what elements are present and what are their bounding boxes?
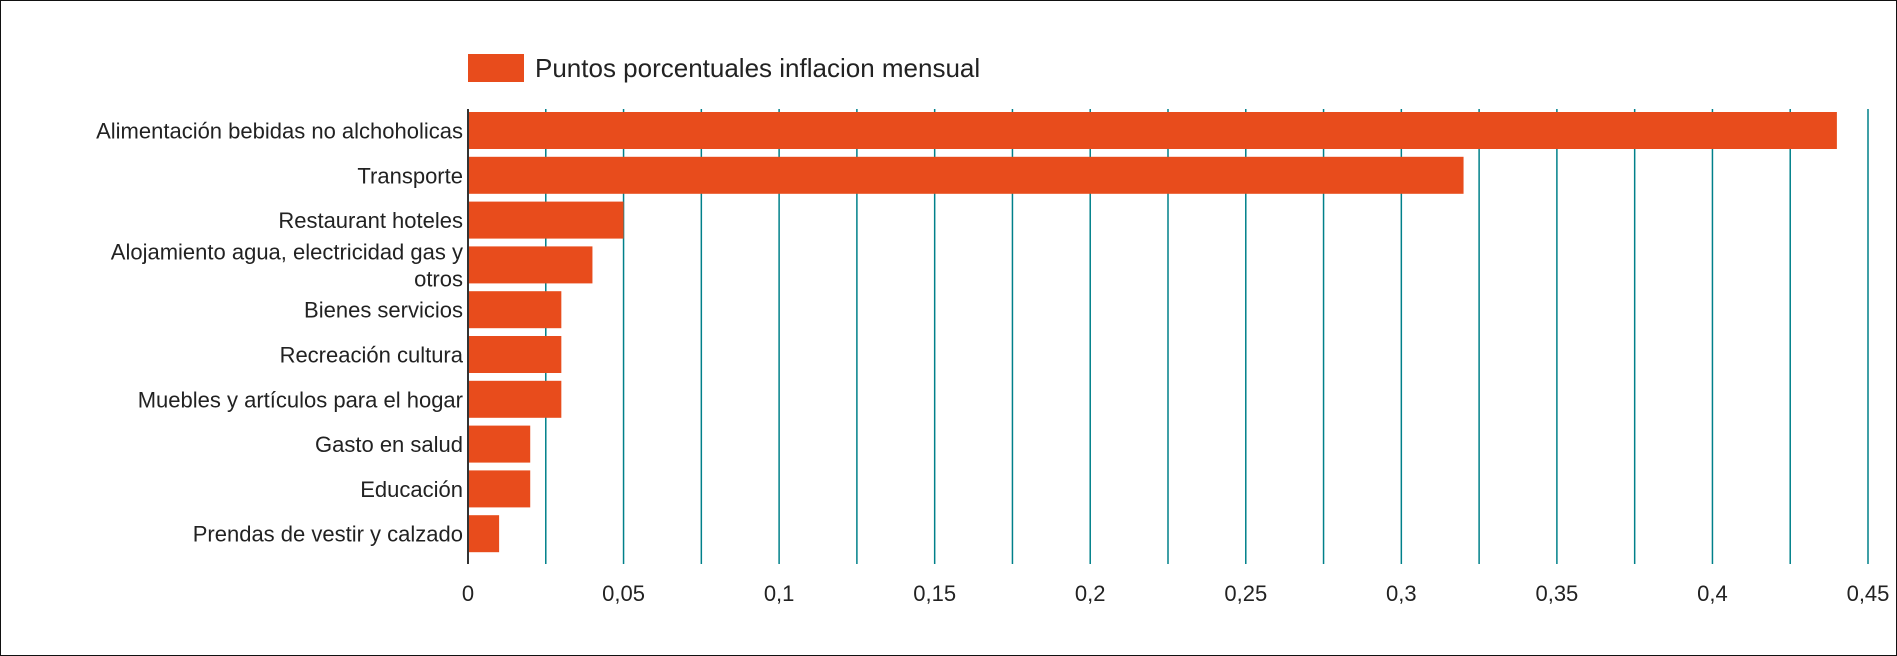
bar xyxy=(468,112,1837,149)
x-tick-label: 0 xyxy=(462,581,474,606)
category-label: Gasto en salud xyxy=(315,432,463,457)
bar xyxy=(468,291,562,329)
category-label: Restaurant hoteles xyxy=(278,208,463,233)
x-tick-label: 0,1 xyxy=(764,581,795,606)
legend-label: Puntos porcentuales inflacion mensual xyxy=(535,53,980,83)
bar xyxy=(468,156,1464,194)
category-labels: Alimentación bebidas no alchoholicas Tran… xyxy=(96,119,464,547)
category-label: Recreación cultura xyxy=(280,343,464,368)
x-tick-label: 0,2 xyxy=(1075,581,1106,606)
legend-swatch xyxy=(468,54,524,82)
category-label: Alojamiento agua, electricidad gas y xyxy=(111,239,463,264)
category-label: otros xyxy=(414,266,463,291)
x-tick-label: 0,4 xyxy=(1697,581,1728,606)
bar xyxy=(468,336,562,373)
category-label: Educación xyxy=(360,477,463,502)
category-label: Prendas de vestir y calzado xyxy=(193,522,463,547)
bar xyxy=(468,470,531,508)
category-label: Muebles y artículos para el hogar xyxy=(138,387,463,412)
x-tick-label: 0,05 xyxy=(602,581,645,606)
legend: Puntos porcentuales inflacion mensual xyxy=(468,53,980,83)
bar xyxy=(468,425,531,463)
bar xyxy=(468,515,500,553)
bar xyxy=(468,246,593,284)
x-tick-label: 0,3 xyxy=(1386,581,1417,606)
x-tick-label: 0,45 xyxy=(1847,581,1890,606)
category-label: Transporte xyxy=(357,163,463,188)
category-label: Alimentación bebidas no alchoholicas xyxy=(96,119,463,144)
x-tick-label: 0,15 xyxy=(913,581,956,606)
bar xyxy=(468,201,624,239)
bars xyxy=(468,112,1837,553)
x-tick-label: 0,25 xyxy=(1224,581,1267,606)
category-label: Bienes servicios xyxy=(304,298,463,323)
x-tick-labels: 0 0,05 0,1 0,15 0,2 0,25 0,3 0,35 0,4 0,45 xyxy=(462,581,1890,606)
bar xyxy=(468,380,562,418)
x-tick-label: 0,35 xyxy=(1535,581,1578,606)
